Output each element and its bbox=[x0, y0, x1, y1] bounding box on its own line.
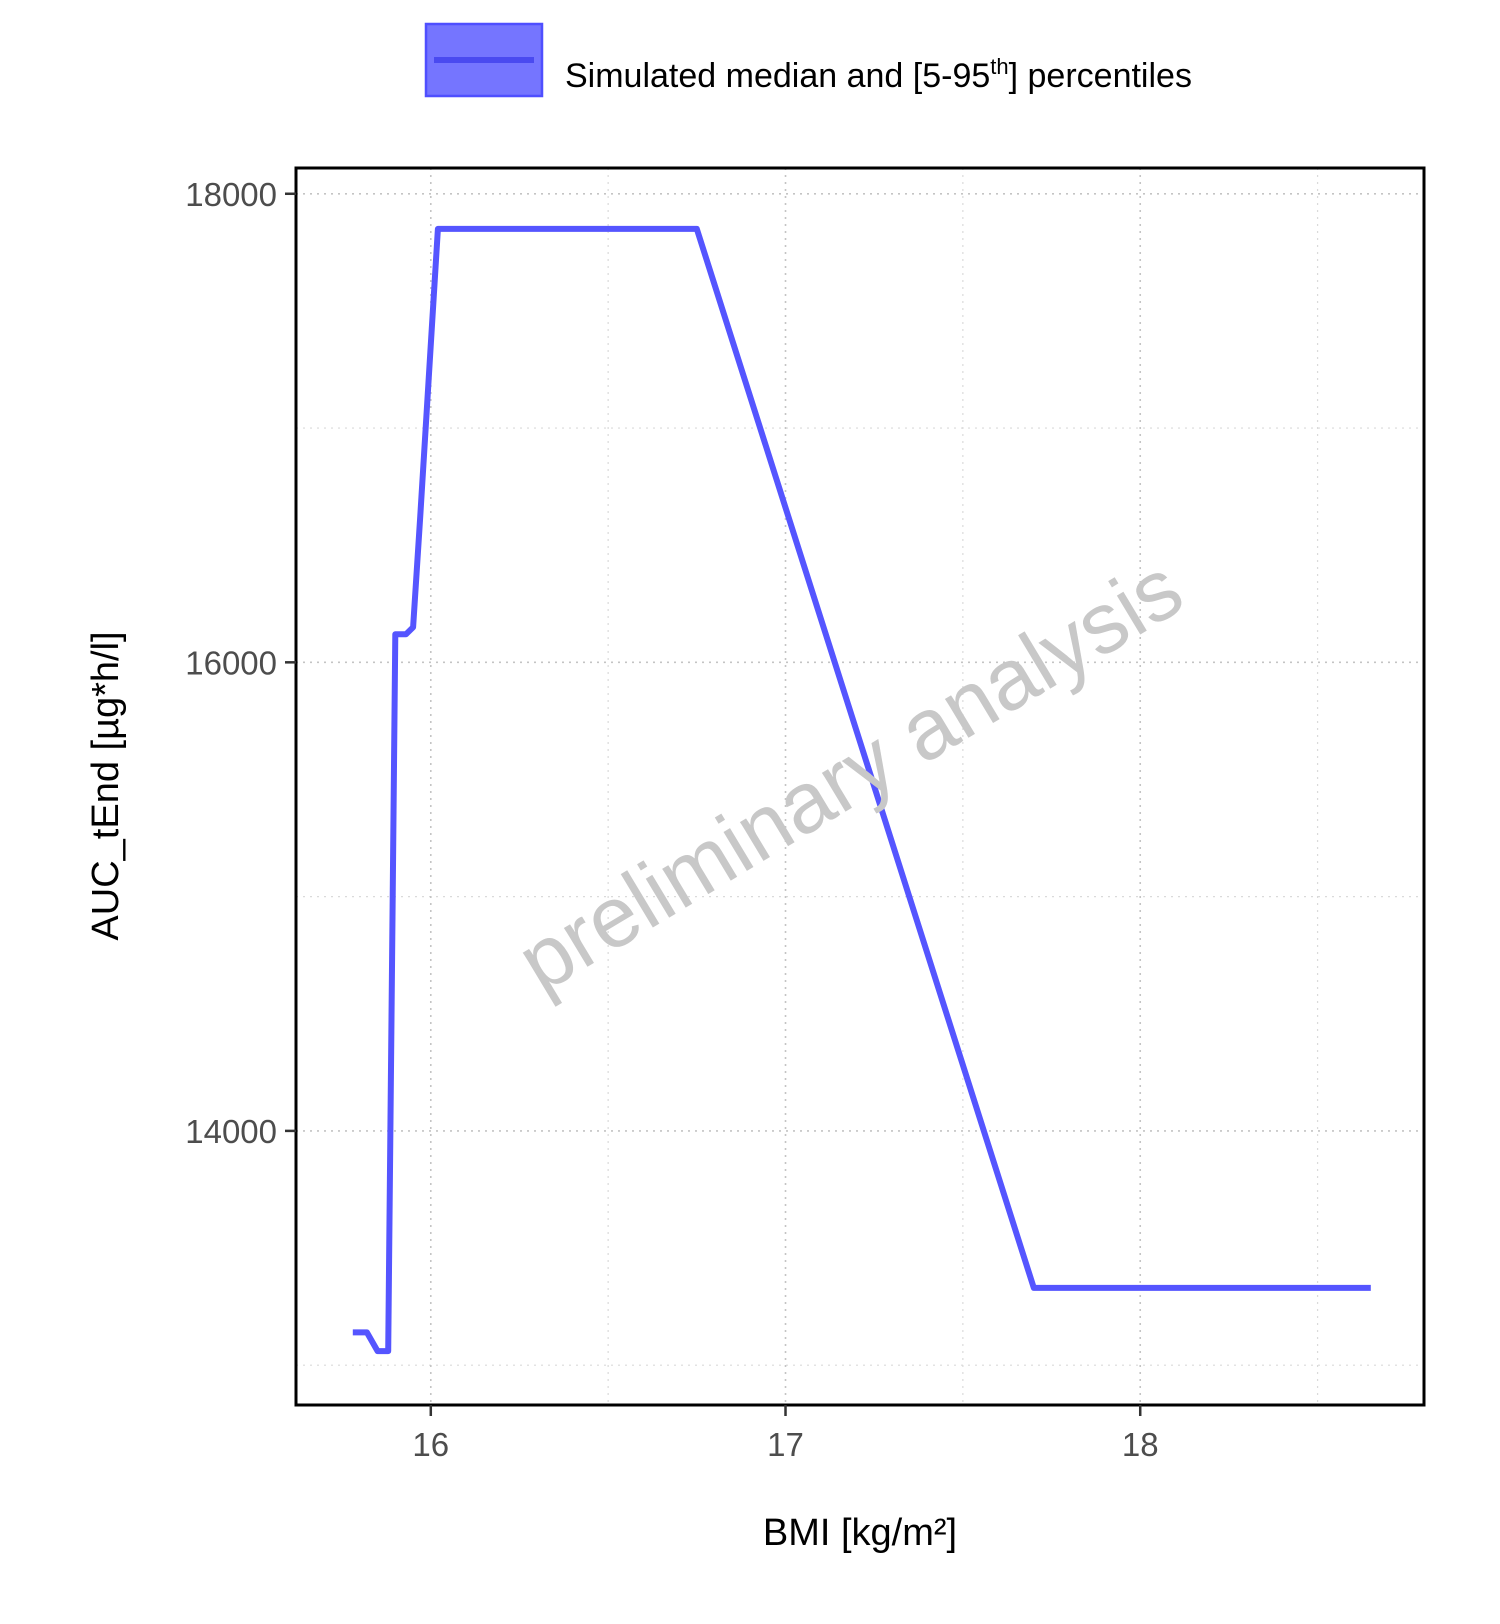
legend-label: Simulated median and [5-95th] percentile… bbox=[565, 54, 1192, 95]
y-axis-title: AUC_tEnd [µg*h/l] bbox=[85, 631, 127, 940]
legend-label-main: Simulated median and [5-95 bbox=[565, 57, 990, 95]
grid bbox=[296, 168, 1424, 1405]
plot-area: preliminary analysis bbox=[294, 166, 1426, 1407]
series-layer bbox=[352, 225, 1371, 1355]
series-line-median bbox=[352, 225, 1371, 1355]
legend-label-end: ] percentiles bbox=[1009, 57, 1192, 95]
plot-border bbox=[294, 166, 1426, 1407]
watermark: preliminary analysis bbox=[502, 540, 1199, 1011]
y-tick-label: 16000 bbox=[185, 644, 277, 681]
x-axis-title: BMI [kg/m²] bbox=[763, 1512, 957, 1554]
legend: Simulated median and [5-95th] percentile… bbox=[424, 22, 1192, 98]
axis-ticks: 16 17 18 14000 16000 18000 bbox=[185, 176, 1158, 1463]
x-tick-label: 16 bbox=[412, 1426, 449, 1463]
legend-label-sup: th bbox=[990, 54, 1008, 79]
y-tick-label: 18000 bbox=[185, 176, 277, 213]
y-tick-label: 14000 bbox=[185, 1113, 277, 1150]
x-tick-label: 17 bbox=[767, 1426, 804, 1463]
x-tick-label: 18 bbox=[1122, 1426, 1159, 1463]
